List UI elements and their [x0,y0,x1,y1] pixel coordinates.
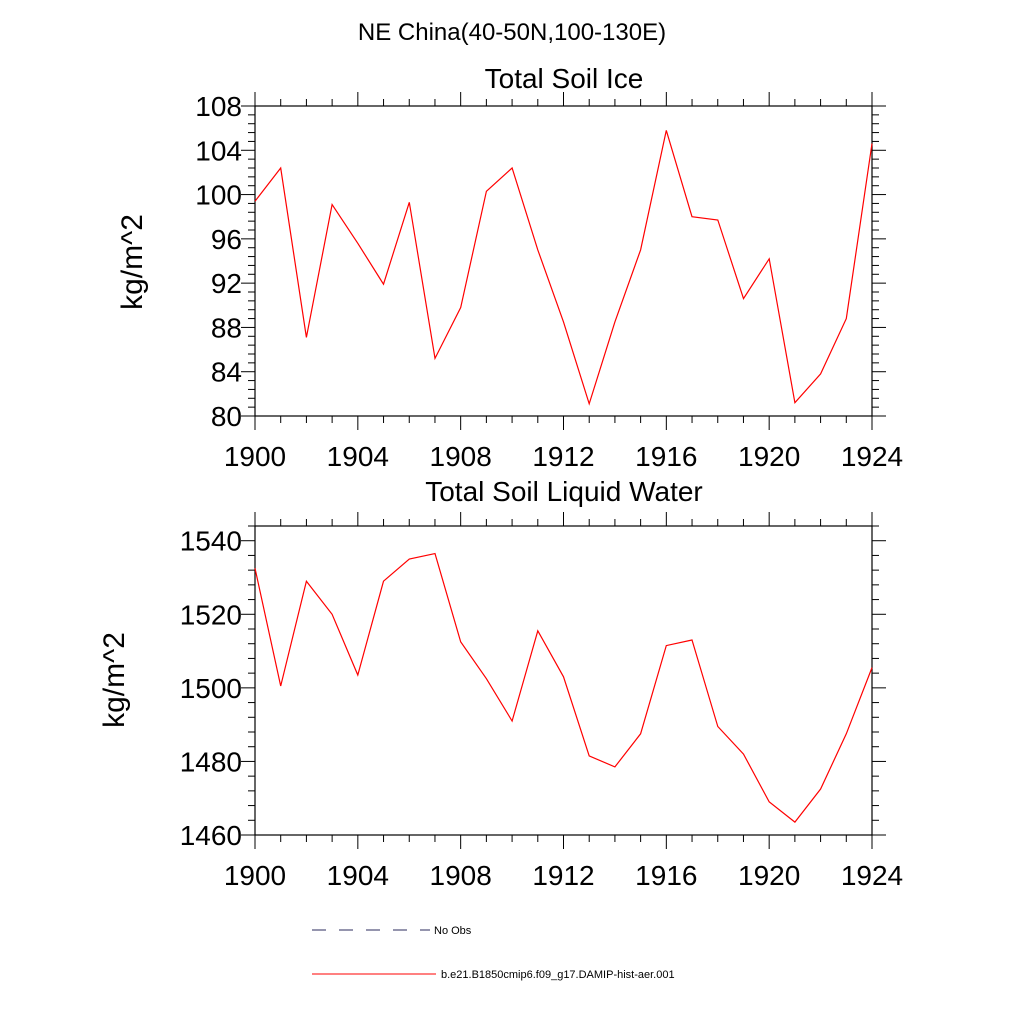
marks-soil-ice: 1900 1904 1908 1912 1916 1920 1924 80 84 88 92 96 10… [195,91,903,472]
series-line [254,130,873,406]
x-tick-label: 1912 [532,860,594,891]
y-tick-label: 100 [195,180,242,211]
plot-frame-soil-ice [254,105,873,417]
x-tick-label: 1916 [635,441,697,472]
panel-total-soil-liquid-water: Total Soil Liquid Water kg/m^2 1900 1904 1… [98,476,903,891]
x-tick-label: 1924 [841,441,903,472]
panel-title-soil-ice: Total Soil Ice [485,63,644,94]
y-axis-label-soil-ice: kg/m^2 [116,214,149,310]
legend: No Obs b.e21.B1850cmip6.f09_g17.DAMIP-hi… [312,925,675,981]
y-axis-label-soil-liquid-water: kg/m^2 [98,632,131,728]
x-tick-label: 1908 [430,860,492,891]
y-tick-label: 96 [211,224,242,255]
y-tick-label: 104 [195,135,242,166]
x-tick-label: 1904 [327,860,389,891]
plot-frame-soil-liquid-water [254,525,873,836]
y-tick-label: 1540 [180,526,242,557]
legend-label-model: b.e21.B1850cmip6.f09_g17.DAMIP-hist-aer.… [441,969,675,981]
x-tick-label: 1912 [532,441,594,472]
x-tick-label: 1904 [327,441,389,472]
y-tick-label: 1460 [180,820,242,851]
figure-title: NE China(40-50N,100-130E) [358,19,666,46]
x-tick-label: 1908 [430,441,492,472]
y-tick-label: 80 [211,401,242,432]
y-tick-label: 92 [211,268,242,299]
y-tick-label: 108 [195,91,242,122]
series-line [254,552,873,823]
x-tick-label: 1916 [635,860,697,891]
y-tick-label: 1480 [180,746,242,777]
y-tick-label: 88 [211,312,242,343]
y-tick-label: 1500 [180,673,242,704]
x-tick-label: 1900 [224,860,286,891]
y-tick-label: 84 [211,357,242,388]
panel-title-soil-liquid-water: Total Soil Liquid Water [425,476,703,507]
x-tick-label: 1920 [738,441,800,472]
x-tick-label: 1900 [224,441,286,472]
legend-label-no-obs: No Obs [434,925,472,937]
x-tick-label: 1920 [738,860,800,891]
x-tick-label: 1924 [841,860,903,891]
y-tick-label: 1520 [180,599,242,630]
panel-total-soil-ice: Total Soil Ice kg/m^2 1900 1904 1908 1912 19… [116,63,903,472]
marks-soil-liquid-water: 1900 1904 1908 1912 1916 1920 1924 1460 1480 1500… [180,512,903,891]
